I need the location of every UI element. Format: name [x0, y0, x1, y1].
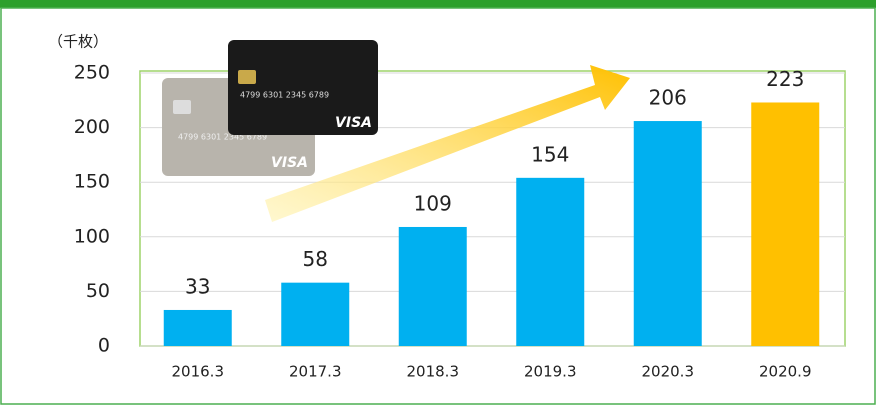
value-label: 58: [303, 247, 328, 271]
card-brand: VISA: [271, 155, 308, 171]
x-tick-label: 2017.3: [289, 363, 342, 381]
unit-label: （千枚）: [48, 33, 108, 51]
card-brand: VISA: [335, 115, 372, 131]
y-tick-label: 200: [74, 116, 110, 138]
x-tick-label: 2020.3: [642, 363, 695, 381]
bar: [516, 178, 584, 346]
card-black: 4799 6301 2345 6789 VISA: [228, 40, 378, 135]
value-label: 33: [185, 274, 210, 298]
y-tick-label: 0: [98, 335, 110, 357]
x-tick-label: 2018.3: [407, 363, 460, 381]
value-label: 154: [531, 142, 569, 166]
value-label: 109: [414, 191, 452, 215]
bar: [399, 227, 467, 346]
y-tick-label: 150: [74, 171, 110, 193]
y-tick-label: 250: [74, 62, 110, 84]
chart: （千枚） 4799 6301 2345 6789 VISA 4799 6301 …: [0, 0, 876, 405]
value-label: 206: [649, 86, 687, 110]
bar: [164, 310, 232, 346]
card-number: 4799 6301 2345 6789: [240, 91, 329, 100]
top-bar: [0, 0, 876, 8]
x-tick-label: 2016.3: [172, 363, 225, 381]
y-tick-label: 50: [86, 280, 110, 302]
x-tick-label: 2019.3: [524, 363, 577, 381]
bar: [281, 283, 349, 346]
bar: [634, 121, 702, 346]
x-tick-label: 2020.9: [759, 363, 812, 381]
bar: [751, 102, 819, 346]
value-label: 223: [766, 67, 804, 91]
y-tick-label: 100: [74, 225, 110, 247]
